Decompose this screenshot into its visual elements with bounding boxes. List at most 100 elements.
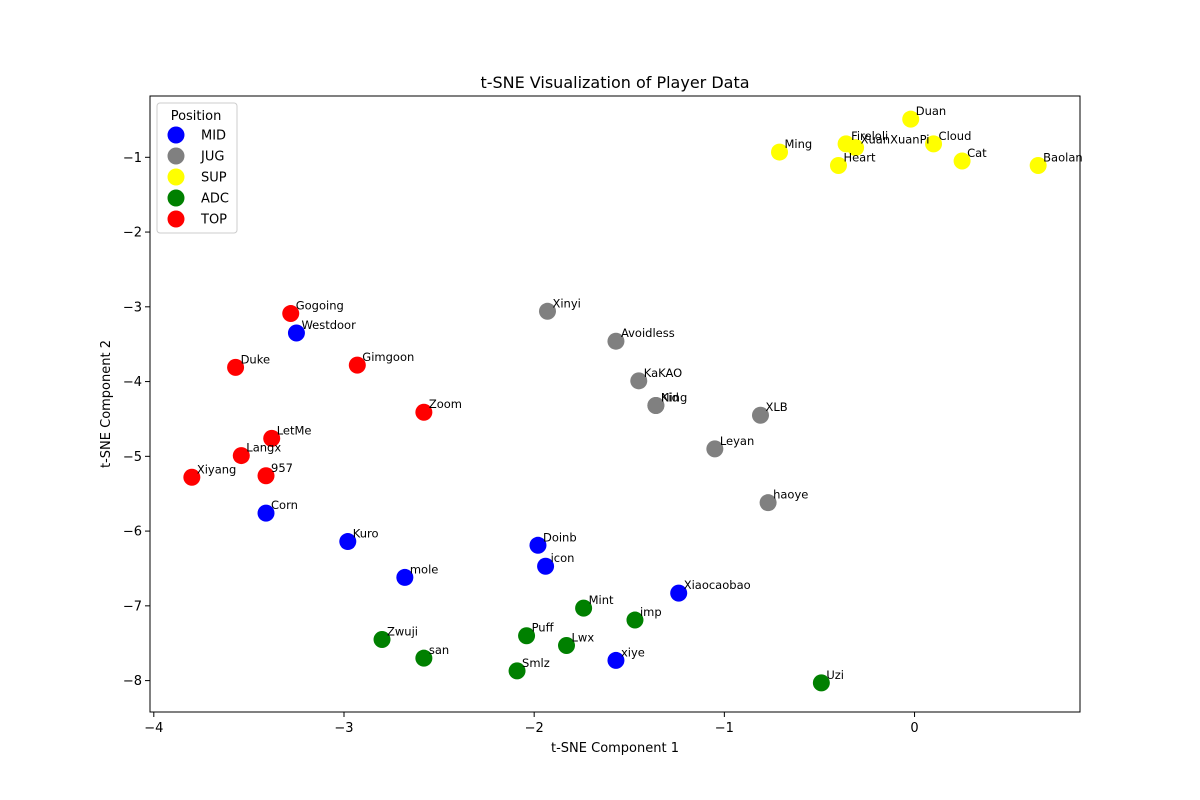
data-point-sup <box>829 157 847 175</box>
legend-marker-adc <box>167 189 185 207</box>
point-label: Ning <box>661 390 687 404</box>
point-label: Cloud <box>939 129 972 143</box>
point-label: Ming <box>785 137 813 151</box>
data-point-sup <box>925 135 943 153</box>
point-label: LetMe <box>277 423 312 437</box>
data-point-top <box>232 447 250 465</box>
y-tick-label: −1 <box>123 151 142 166</box>
legend-label: JUG <box>200 150 224 165</box>
y-axis-title: t-SNE Component 2 <box>99 340 114 468</box>
y-tick-label: −4 <box>123 375 142 390</box>
data-point-top <box>282 305 300 323</box>
point-label: XLB <box>765 400 787 414</box>
point-label: Xiaocaobao <box>684 578 751 592</box>
point-label: Zoom <box>429 397 462 411</box>
point-label: imp <box>640 605 662 619</box>
point-label: Cat <box>967 146 987 160</box>
x-axis-title: t-SNE Component 1 <box>551 741 679 756</box>
data-point-mid <box>529 536 547 554</box>
data-point-adc <box>812 674 830 692</box>
point-label: Langx <box>246 441 281 455</box>
data-point-mid <box>257 504 275 522</box>
data-point-adc <box>415 649 433 667</box>
point-label: mole <box>410 562 439 576</box>
data-point-sup <box>953 152 971 170</box>
legend-marker-jug <box>167 147 185 165</box>
point-label: Xiyang <box>197 462 237 476</box>
data-point-top <box>227 358 245 376</box>
data-point-sup <box>902 110 920 128</box>
point-label: Smlz <box>522 656 550 670</box>
data-point-top <box>183 468 201 486</box>
point-label: 957 <box>271 461 293 475</box>
point-label: Corn <box>271 498 298 512</box>
x-tick-label: 0 <box>910 721 918 736</box>
x-tick-label: −1 <box>715 721 734 736</box>
data-point-jug <box>647 396 665 414</box>
legend-label: TOP <box>200 213 227 228</box>
y-tick-label: −8 <box>123 674 142 689</box>
point-label: Gogoing <box>296 299 344 313</box>
data-point-adc <box>575 599 593 617</box>
point-label: haoye <box>773 488 808 502</box>
data-point-jug <box>538 302 556 320</box>
point-label: KaKAO <box>644 366 682 380</box>
y-tick-label: −7 <box>123 599 142 614</box>
legend-label: ADC <box>201 192 229 207</box>
legend-title: Position <box>171 109 222 124</box>
x-tick-label: −2 <box>525 721 544 736</box>
data-point-sup <box>1029 157 1047 175</box>
point-label: Duke <box>241 352 270 366</box>
data-point-mid <box>607 651 625 669</box>
point-label: Leyan <box>720 434 754 448</box>
point-label: Zwuji <box>387 624 418 638</box>
x-tick-label: −4 <box>144 721 163 736</box>
y-tick-label: −5 <box>123 450 142 465</box>
point-label: Uzi <box>826 668 844 682</box>
data-point-jug <box>607 332 625 350</box>
data-point-adc <box>518 627 536 645</box>
legend-marker-top <box>167 210 185 228</box>
data-point-adc <box>626 611 644 629</box>
legend-marker-mid <box>167 126 185 144</box>
point-label: Duan <box>916 104 946 118</box>
data-point-jug <box>759 494 777 512</box>
point-label: Puff <box>532 621 555 635</box>
data-point-mid <box>537 557 555 575</box>
point-label: Westdoor <box>301 318 356 332</box>
y-tick-label: −6 <box>123 525 142 540</box>
point-label: san <box>429 643 449 657</box>
point-label: Mint <box>589 593 614 607</box>
point-label: Kid <box>661 390 679 404</box>
point-label: Avoidless <box>621 326 675 340</box>
point-label: Gimgoon <box>362 350 414 364</box>
data-point-adc <box>508 662 526 680</box>
data-point-sup <box>771 143 789 161</box>
point-label: Lwx <box>572 630 595 644</box>
chart-title: t-SNE Visualization of Player Data <box>480 73 749 92</box>
point-label: Fireloli <box>851 129 888 143</box>
x-tick-label: −3 <box>334 721 353 736</box>
point-labels-layer: Westdoor Corn Kuro mole Doinb icon Xiaocaobao x… <box>197 104 1083 682</box>
marks-layer <box>183 110 1047 692</box>
data-point-mid <box>670 584 688 602</box>
data-point-top <box>263 429 281 447</box>
plot-frame <box>149 95 1081 713</box>
data-point-jug <box>630 372 648 390</box>
data-point-mid <box>396 568 414 586</box>
point-label: Doinb <box>543 530 577 544</box>
data-point-top <box>348 356 366 374</box>
point-label: icon <box>551 551 575 565</box>
data-point-jug <box>706 440 724 458</box>
point-label: Xinyi <box>552 296 580 310</box>
legend: Position MID JUG SUP ADC TOP <box>156 102 238 234</box>
point-label: xiye <box>621 645 645 659</box>
y-tick-label: −2 <box>123 226 142 241</box>
data-point-mid <box>339 533 357 551</box>
data-point-sup <box>847 139 865 157</box>
data-point-jug <box>751 406 769 424</box>
y-tick-label: −3 <box>123 300 142 315</box>
data-point-top <box>257 467 275 485</box>
legend-label: SUP <box>201 171 227 186</box>
